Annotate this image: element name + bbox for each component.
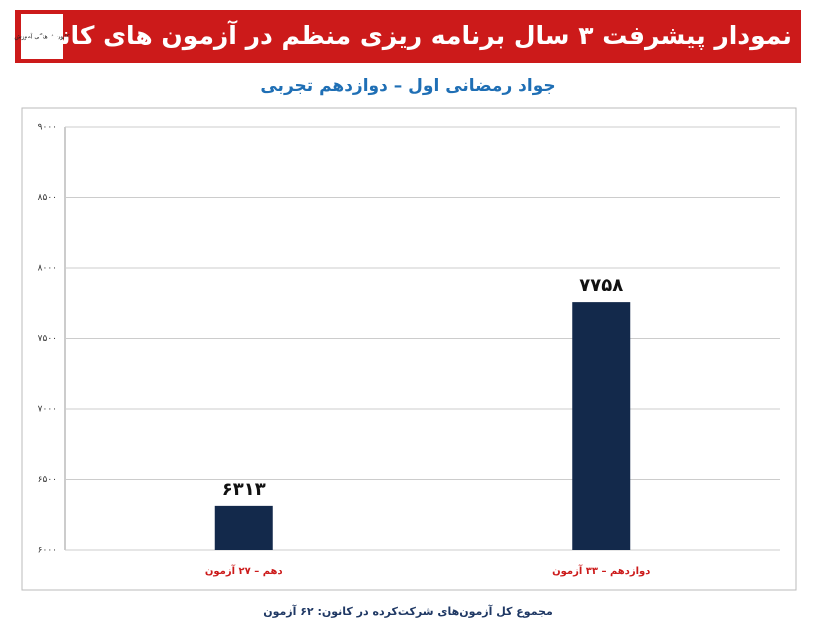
x-tick-label: دهم – ۲۷ آزمون [205,564,283,577]
y-tick-label: ۶۰۰۰ [38,546,57,556]
footnote: مجموع کل آزمون‌های شرکت‌کرده در کانون: ۶… [263,604,553,618]
chart-subtitle: جواد رمضانی اول – دوازدهم تجربی [260,76,555,96]
y-tick-label: ۸۵۰۰ [38,193,57,203]
data-label: ۷۷۵۸ [579,275,623,296]
chart-title: نمودار پیشرفت ۳ سال برنامه ریزی منظم در … [24,20,792,51]
header-bar [15,10,801,63]
x-tick-label: دوازدهم – ۳۳ آزمون [552,564,650,577]
y-tick-label: ۷۵۰۰ [38,334,57,344]
y-tick-label: ۸۰۰۰ [38,264,57,274]
y-tick-label: ۹۰۰۰ [38,123,57,133]
logo: کانون فرهنگی آموزش [14,32,69,41]
bar [214,505,273,550]
y-tick-label: ۶۵۰۰ [38,475,57,485]
data-label: ۶۳۱۳ [222,479,266,500]
logo-box [21,14,63,59]
chart-frame [21,107,797,591]
bar [572,302,631,550]
y-tick-label: ۷۰۰۰ [38,405,57,415]
